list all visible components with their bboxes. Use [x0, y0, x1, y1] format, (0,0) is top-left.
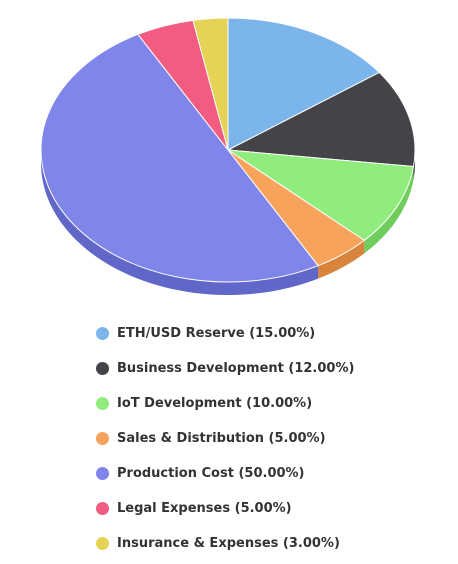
pie-slice-side [364, 166, 414, 254]
pie-slice-insurance-expenses[interactable] [192, 17, 229, 151]
pie-slice-side [41, 150, 319, 296]
legend-label: Business Development (12.00%) [117, 361, 355, 376]
legend-swatch [96, 362, 109, 375]
legend-swatch [96, 467, 109, 480]
legend-item-legal-expenses[interactable]: Legal Expenses (5.00%) [96, 491, 354, 526]
legend-swatch [96, 327, 109, 340]
legend-swatch [96, 502, 109, 515]
legend-swatch [96, 537, 109, 550]
legend-label: ETH/USD Reserve (15.00%) [117, 326, 316, 341]
legend-item-eth-usd-reserve[interactable]: ETH/USD Reserve (15.00%) [96, 316, 354, 351]
legend-label: Sales & Distribution (5.00%) [117, 431, 326, 446]
legend-swatch [96, 397, 109, 410]
legend-swatch [96, 432, 109, 445]
pie-slice-iot-development[interactable] [227, 149, 415, 241]
legend-item-production-cost[interactable]: Production Cost (50.00%) [96, 456, 354, 491]
pie-slice-side [318, 240, 365, 279]
legend-label: Legal Expenses (5.00%) [117, 501, 292, 516]
legend-item-sales-distribution[interactable]: Sales & Distribution (5.00%) [96, 421, 354, 456]
legend-item-business-development[interactable]: Business Development (12.00%) [96, 351, 354, 386]
legend-label: Insurance & Expenses (3.00%) [117, 536, 340, 551]
pie-slices [40, 17, 416, 283]
pie-chart [40, 17, 416, 296]
chart-legend: ETH/USD Reserve (15.00%) Business Develo… [96, 316, 354, 561]
pie-slice-eth-usd-reserve[interactable] [227, 17, 380, 151]
pie-slice-production-cost[interactable] [40, 33, 319, 283]
legend-label: Production Cost (50.00%) [117, 466, 305, 481]
legend-item-iot-development[interactable]: IoT Development (10.00%) [96, 386, 354, 421]
legend-label: IoT Development (10.00%) [117, 396, 313, 411]
pie-slice-business-development[interactable] [227, 71, 416, 168]
legend-item-insurance-expenses[interactable]: Insurance & Expenses (3.00%) [96, 526, 354, 561]
